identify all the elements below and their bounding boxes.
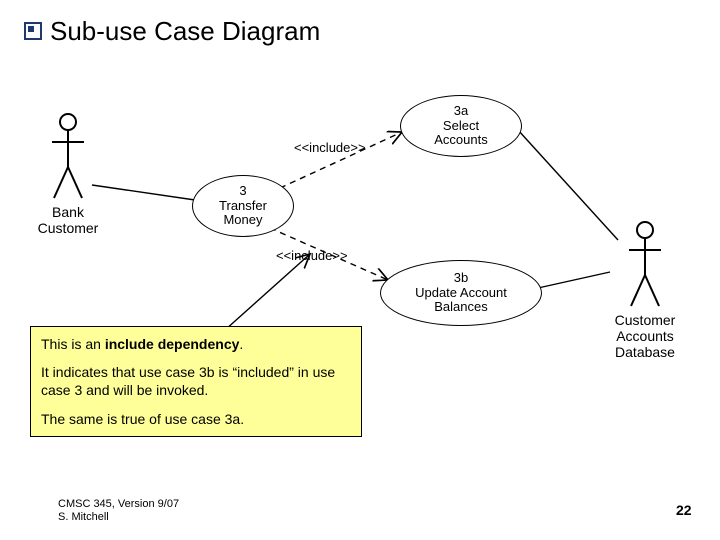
edge-note-arrow [225,254,310,330]
note-box: This is an include dependency.It indicat… [30,326,362,437]
footer-line1: CMSC 345, Version 9/07 [58,498,179,510]
usecase-select-accounts: 3aSelectAccounts [400,95,522,157]
footer-line2: S. Mitchell [58,511,109,523]
page-title: Sub-use Case Diagram [50,16,320,47]
include-label-top: <<include>> [294,140,366,155]
actor-label: BankCustomer [28,204,108,236]
footer-left: CMSC 345, Version 9/07 S. Mitchell [58,498,179,524]
actor-bank-customer: BankCustomer [28,112,108,236]
page-number: 22 [676,502,692,518]
include-label-bottom: <<include>> [276,248,348,263]
actor-label: CustomerAccountsDatabase [600,312,690,360]
usecase-transfer-money: 3TransferMoney [192,175,294,237]
actor-customer-db: CustomerAccountsDatabase [600,220,690,360]
stick-figure-icon [48,112,88,202]
stick-figure-icon [625,220,665,310]
usecase-update-balances: 3bUpdate AccountBalances [380,260,542,326]
title-bullet [24,22,42,40]
